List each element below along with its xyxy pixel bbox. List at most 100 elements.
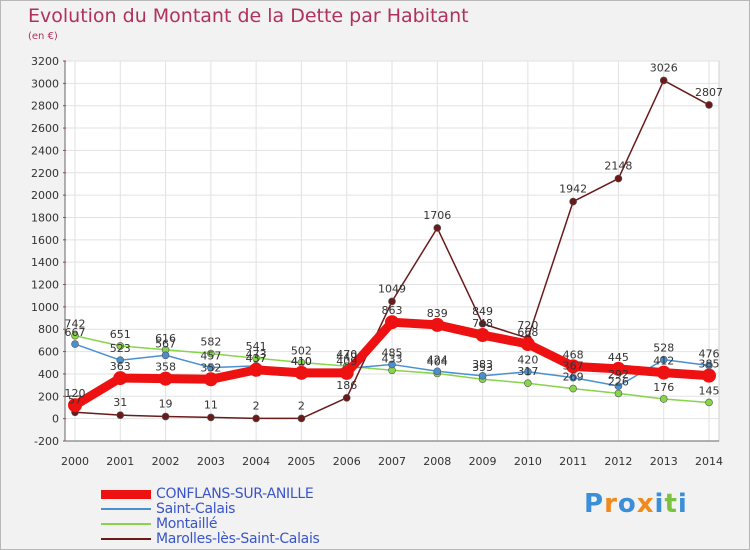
data-point bbox=[705, 398, 713, 407]
y-tick-label: 2800 bbox=[31, 100, 59, 113]
data-label: 445 bbox=[608, 351, 629, 364]
y-tick-label: 1400 bbox=[31, 256, 59, 269]
data-label: 502 bbox=[291, 345, 312, 358]
data-label: 269 bbox=[563, 371, 584, 384]
y-tick-label: 2000 bbox=[31, 189, 59, 202]
data-label: 409 bbox=[336, 355, 357, 368]
legend-swatch bbox=[101, 538, 151, 540]
y-tick-label: 2400 bbox=[31, 144, 59, 157]
data-point bbox=[702, 368, 716, 383]
data-point bbox=[524, 367, 532, 376]
data-point bbox=[569, 384, 577, 393]
data-point bbox=[659, 395, 668, 403]
data-label: 410 bbox=[291, 355, 312, 368]
data-label: 420 bbox=[517, 354, 538, 367]
data-label: 353 bbox=[472, 361, 493, 374]
data-point bbox=[430, 317, 445, 332]
data-label: 1706 bbox=[423, 209, 451, 222]
data-label: 2807 bbox=[695, 86, 723, 99]
logo-letter: P bbox=[584, 489, 605, 519]
data-point bbox=[116, 411, 125, 419]
data-label: 473 bbox=[246, 348, 267, 361]
logo-letter: r bbox=[604, 489, 618, 519]
data-point bbox=[207, 349, 215, 358]
x-tick-label: 2007 bbox=[378, 455, 406, 468]
data-label: 412 bbox=[653, 355, 674, 368]
legend-swatch bbox=[101, 523, 151, 525]
x-tick-label: 2009 bbox=[469, 455, 497, 468]
data-label: 2 bbox=[298, 399, 305, 412]
data-label: 523 bbox=[110, 342, 131, 355]
y-tick-label: 3000 bbox=[31, 77, 59, 90]
legend-label: Montaillé bbox=[156, 516, 218, 532]
data-label: 2 bbox=[253, 399, 260, 412]
data-point bbox=[161, 412, 170, 421]
x-tick-label: 2005 bbox=[287, 455, 315, 468]
data-label: 11 bbox=[204, 398, 218, 411]
data-point bbox=[158, 371, 173, 386]
y-tick-label: 0 bbox=[52, 413, 59, 426]
data-label: 410 bbox=[291, 355, 312, 368]
data-label: 742 bbox=[65, 318, 86, 331]
data-point bbox=[113, 371, 128, 386]
x-tick-label: 2006 bbox=[333, 455, 361, 468]
y-tick-label: 1200 bbox=[31, 279, 59, 292]
data-label: 383 bbox=[472, 358, 493, 371]
chart-subtitle: (en €) bbox=[28, 31, 58, 42]
data-point bbox=[203, 372, 218, 387]
y-tick-label: 200 bbox=[38, 390, 59, 403]
x-tick-label: 2001 bbox=[106, 455, 134, 468]
data-label: 424 bbox=[427, 353, 448, 366]
legend-item-marolles: Marolles-lès-Saint-Calais bbox=[101, 531, 320, 547]
y-tick-label: 1000 bbox=[31, 301, 59, 314]
legend-label: Marolles-lès-Saint-Calais bbox=[156, 531, 320, 547]
data-point bbox=[71, 331, 79, 340]
data-label: 363 bbox=[110, 360, 131, 373]
data-label: 582 bbox=[200, 336, 221, 349]
chart-title: Evolution du Montant de la Dette par Hab… bbox=[28, 5, 469, 27]
legend-label: Saint-Calais bbox=[156, 501, 236, 517]
data-label: 468 bbox=[563, 348, 584, 361]
data-point bbox=[207, 413, 215, 422]
data-label: 433 bbox=[382, 352, 403, 365]
y-tick-label: 1800 bbox=[31, 211, 59, 224]
logo-letter: o bbox=[617, 489, 637, 519]
data-point bbox=[388, 360, 396, 369]
logo-letter: i bbox=[677, 489, 688, 519]
legend-swatch bbox=[101, 508, 151, 510]
data-label: 470 bbox=[336, 348, 357, 361]
data-label: 385 bbox=[699, 358, 720, 371]
data-point bbox=[569, 197, 577, 206]
data-label: 437 bbox=[246, 352, 267, 365]
x-tick-label: 2011 bbox=[559, 455, 587, 468]
data-label: 176 bbox=[653, 381, 674, 394]
data-point bbox=[342, 394, 351, 402]
data-label: 3026 bbox=[650, 61, 678, 74]
y-tick-label: -200 bbox=[34, 435, 59, 448]
data-point bbox=[249, 362, 264, 377]
data-point bbox=[433, 367, 442, 376]
data-point bbox=[659, 355, 668, 364]
data-point bbox=[116, 342, 125, 350]
legend-item-saint-calais: Saint-Calais bbox=[101, 501, 235, 517]
y-tick-label: 2600 bbox=[31, 122, 59, 135]
data-label: 145 bbox=[699, 384, 720, 397]
x-tick-label: 2013 bbox=[650, 455, 678, 468]
data-point bbox=[524, 379, 532, 388]
data-point bbox=[388, 297, 396, 306]
data-label: 1942 bbox=[559, 183, 587, 196]
data-point bbox=[656, 365, 671, 380]
data-label: 485 bbox=[382, 346, 403, 359]
x-tick-label: 2010 bbox=[514, 455, 542, 468]
data-label: 292 bbox=[608, 368, 629, 381]
logo-letter: t bbox=[664, 489, 678, 519]
legend-label: CONFLANS-SUR-ANILLE bbox=[156, 486, 314, 502]
data-point bbox=[68, 398, 82, 413]
data-point bbox=[520, 336, 535, 351]
legend-item-montaille: Montaillé bbox=[101, 516, 217, 532]
data-point bbox=[614, 382, 623, 390]
logo-letter: x bbox=[636, 489, 655, 519]
data-point bbox=[478, 319, 487, 328]
data-label: 616 bbox=[155, 332, 176, 345]
